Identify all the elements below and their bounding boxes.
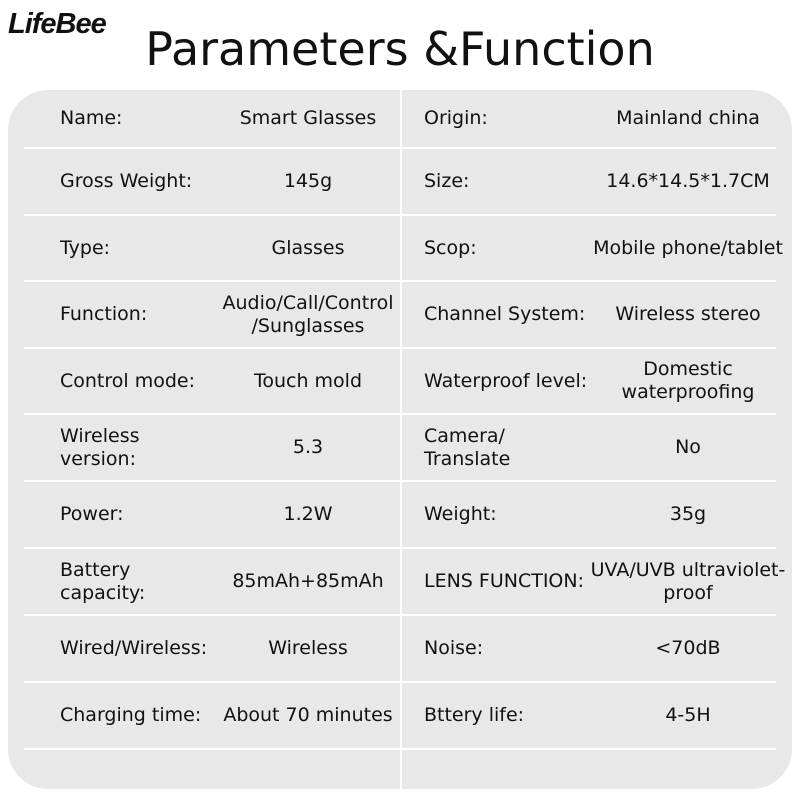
spec-value: About 70 minutes <box>223 704 393 726</box>
spec-value: 85mAh+85mAh <box>232 570 384 592</box>
spec-row: Battery capacity: 85mAh+85mAh LENS FUNCTIO… <box>24 549 785 616</box>
spec-row: Type: Glasses Scop: Mobile phone/tablet <box>24 216 783 282</box>
page-title: Parameters &Function <box>145 22 655 76</box>
spec-value: 5.3 <box>292 436 324 458</box>
spec-label: Wired/Wireless: <box>60 637 208 659</box>
spec-label: Wireless version: <box>60 424 140 470</box>
spec-value: Mainland china <box>616 107 760 129</box>
spec-row: Charging time: About 70 minutes Bttery lif… <box>24 683 776 750</box>
spec-value: Smart Glasses <box>239 107 377 129</box>
spec-label: Weight: <box>424 503 497 525</box>
spec-value: Domestic waterproofing <box>621 358 755 403</box>
spec-row: Wireless version: 5.3 Camera/ Translate No <box>24 415 776 482</box>
spec-label: Type: <box>60 236 111 259</box>
spec-value: Touch mold <box>253 369 363 392</box>
spec-label: Noise: <box>424 637 484 659</box>
spec-row: Wired/Wireless: Wireless Noise: <70dB <box>24 616 776 683</box>
spec-value: <70dB <box>655 637 721 659</box>
spec-value: 1.2W <box>283 503 333 525</box>
spec-label: LENS FUNCTION: <box>424 570 584 592</box>
spec-label: Waterproof level: <box>424 369 588 392</box>
spec-label: Bttery life: <box>424 704 525 726</box>
spec-label: Camera/ Translate <box>424 424 511 470</box>
spec-value: Wireless stereo <box>615 303 761 325</box>
spec-value: UVA/UVB ultraviolet-proof <box>590 558 786 604</box>
spec-row: Gross Weight: 145g Size: 14.6*14.5*1.7CM <box>24 149 776 216</box>
spec-label: Gross Weight: <box>60 170 193 192</box>
spec-value: Mobile phone/tablet <box>593 236 783 259</box>
spec-label: Scop: <box>424 236 477 259</box>
spec-label: Channel System: <box>424 303 586 325</box>
spec-label: Power: <box>60 503 124 525</box>
spec-value: No <box>675 436 701 458</box>
spec-row: Power: 1.2W Weight: 35g <box>24 482 776 549</box>
spec-label: Name: <box>60 107 123 129</box>
spec-label: Origin: <box>424 107 488 129</box>
spec-table: Name: Smart Glasses Origin: Mainland china G… <box>8 90 792 789</box>
brand-logo: LifeBee <box>8 8 107 40</box>
spec-value: Audio/Call/Control /Sunglasses <box>222 291 394 337</box>
spec-value: 14.6*14.5*1.7CM <box>606 170 770 192</box>
spec-row: Function: Audio/Call/Control /Sunglasses C… <box>24 282 776 349</box>
spec-label: Function: <box>60 303 148 325</box>
spec-row: Control mode: Touch mold Waterproof level:… <box>24 349 776 415</box>
spec-value: Glasses <box>271 236 345 259</box>
spec-label: Battery capacity: <box>60 558 146 604</box>
spec-value: Wireless <box>268 637 348 659</box>
spec-label: Control mode: <box>60 369 196 392</box>
column-divider <box>400 90 402 789</box>
spec-value: 4-5H <box>665 704 711 726</box>
spec-value: 145g <box>283 170 333 192</box>
spec-row: Name: Smart Glasses Origin: Mainland china <box>24 90 776 149</box>
spec-label: Charging time: <box>60 704 202 726</box>
spec-label: Size: <box>424 170 470 192</box>
spec-value: 35g <box>669 503 707 525</box>
